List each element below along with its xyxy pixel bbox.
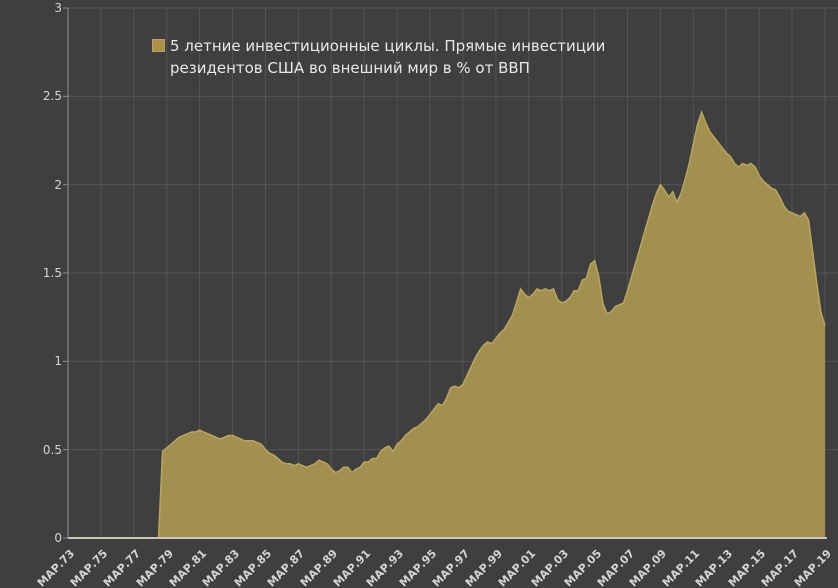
- area-series-outline: [68, 109, 826, 539]
- y-axis-label: 1.5: [42, 266, 62, 280]
- legend-line-1: 5 летние инвестиционные циклы. Прямые ин…: [170, 37, 606, 55]
- legend-line-2: резидентов США во внешний мир в % от ВВП: [170, 59, 530, 77]
- y-axis-label: 1: [54, 354, 62, 369]
- y-axis-label: 0: [54, 531, 62, 545]
- y-axis-label: 2: [54, 177, 62, 192]
- chart-legend: 5 летние инвестиционные циклы. Прямые ин…: [152, 35, 605, 79]
- y-axis-label: 3: [54, 1, 62, 15]
- area-series-fill: [68, 112, 825, 538]
- legend-swatch: [152, 39, 165, 52]
- y-axis-label: 2.5: [42, 89, 62, 104]
- legend-text: 5 летние инвестиционные циклы. Прямые ин…: [170, 35, 605, 79]
- y-axis-label: 0.5: [42, 442, 62, 457]
